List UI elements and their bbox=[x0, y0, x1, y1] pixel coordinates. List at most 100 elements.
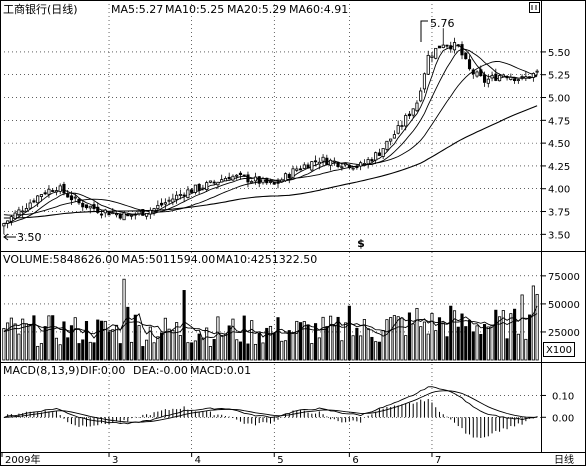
panel-toggle-icon[interactable] bbox=[529, 2, 540, 13]
macd-panel bbox=[3, 386, 538, 438]
volume-bar bbox=[190, 342, 194, 361]
candle-body bbox=[392, 134, 396, 139]
low-label: 3.50 bbox=[17, 231, 42, 244]
candle-body bbox=[524, 76, 528, 79]
volume-bar bbox=[28, 323, 32, 361]
candle-body bbox=[295, 168, 299, 171]
price-tick-label: 3.50 bbox=[548, 230, 570, 241]
candle-body bbox=[235, 174, 239, 177]
volume-bar bbox=[422, 321, 427, 361]
volume-bar bbox=[51, 315, 55, 361]
volume-bar bbox=[392, 315, 396, 361]
candle-body bbox=[385, 140, 389, 150]
volume-bar bbox=[524, 338, 528, 361]
volume-bar bbox=[250, 320, 254, 361]
candle-body bbox=[366, 159, 370, 165]
volume-bar bbox=[535, 293, 539, 361]
candle-body bbox=[54, 190, 59, 193]
volume-bar bbox=[13, 323, 17, 361]
date-tick-label: 4 bbox=[195, 455, 201, 466]
candle-body bbox=[471, 69, 475, 75]
volume-bar bbox=[126, 306, 130, 361]
volume-bar bbox=[43, 326, 47, 361]
volume-bar bbox=[238, 341, 243, 361]
volume-bar bbox=[73, 317, 77, 361]
candle-body bbox=[310, 161, 314, 171]
volume-bar bbox=[531, 285, 535, 361]
candle-body bbox=[467, 59, 472, 70]
volume-bar bbox=[145, 339, 149, 361]
volume-bar bbox=[92, 342, 96, 361]
candle-body bbox=[449, 45, 453, 50]
volume-bar bbox=[385, 319, 389, 361]
volume-bar bbox=[490, 324, 494, 361]
volume-bar bbox=[24, 323, 28, 361]
volume-bar bbox=[2, 328, 6, 361]
candle-body bbox=[437, 45, 442, 49]
volume-bar bbox=[32, 315, 36, 361]
candle-body bbox=[47, 188, 51, 195]
candle-body bbox=[43, 192, 47, 195]
candle-body bbox=[81, 202, 85, 208]
volume-bar bbox=[520, 294, 524, 361]
price-tick-label: 4.25 bbox=[548, 162, 570, 173]
volume-bar bbox=[362, 319, 366, 361]
candle-body bbox=[321, 156, 325, 162]
candle-body bbox=[287, 173, 291, 179]
candle-body bbox=[329, 159, 333, 166]
price-tick-label: 5.50 bbox=[548, 48, 570, 59]
volume-ma10-value: MA10:4251322.50 bbox=[216, 253, 317, 266]
volume-bar bbox=[344, 322, 348, 361]
volume-bar bbox=[509, 313, 513, 361]
volume-bar bbox=[156, 336, 160, 361]
volume-bar bbox=[449, 305, 453, 361]
candle-body bbox=[411, 108, 415, 116]
candle-body bbox=[302, 164, 306, 169]
candle-body bbox=[39, 194, 43, 197]
volume-bar bbox=[306, 324, 310, 361]
candle-body bbox=[36, 195, 40, 204]
candle-body bbox=[129, 214, 134, 217]
candle-body bbox=[122, 212, 126, 221]
candle-body bbox=[509, 76, 513, 80]
high-label: 5.76 bbox=[430, 17, 455, 30]
candle-body bbox=[291, 168, 295, 178]
volume-bar bbox=[280, 340, 284, 361]
candle-body bbox=[114, 213, 119, 216]
volume-bar bbox=[201, 337, 205, 361]
volume-panel bbox=[2, 278, 539, 361]
candle-body bbox=[482, 74, 487, 83]
volume-bar bbox=[58, 344, 62, 361]
candle-body bbox=[528, 76, 532, 79]
volume-bar bbox=[96, 319, 100, 361]
candle-body bbox=[377, 152, 381, 156]
volume-bar bbox=[332, 324, 336, 361]
volume-bar bbox=[54, 337, 59, 361]
volume-bar bbox=[298, 322, 303, 361]
volume-bar bbox=[216, 316, 220, 361]
volume-bar bbox=[276, 317, 280, 361]
volume-bar bbox=[464, 326, 468, 361]
candle-body bbox=[280, 179, 284, 183]
candle-body bbox=[498, 75, 502, 82]
candle-body bbox=[88, 205, 92, 209]
candle-body bbox=[407, 113, 412, 117]
candle-body bbox=[118, 214, 122, 219]
candle-body bbox=[227, 176, 231, 180]
volume-bar bbox=[261, 342, 265, 361]
candle-body bbox=[66, 193, 70, 198]
volume-bar bbox=[359, 335, 363, 361]
volume-bar bbox=[246, 343, 250, 361]
volume-bar bbox=[445, 336, 449, 361]
candle-body bbox=[475, 71, 479, 77]
candle-body bbox=[193, 184, 197, 193]
candle-body bbox=[253, 176, 258, 182]
volume-bar bbox=[501, 310, 505, 361]
volume-bar bbox=[107, 331, 111, 361]
candle-body bbox=[276, 181, 280, 184]
volume-bar bbox=[235, 339, 239, 361]
date-axis: 2009年 3 4 5 6 7 日线 bbox=[1, 452, 574, 466]
volume-ma5-path bbox=[3, 305, 538, 341]
candle-body bbox=[355, 166, 359, 168]
